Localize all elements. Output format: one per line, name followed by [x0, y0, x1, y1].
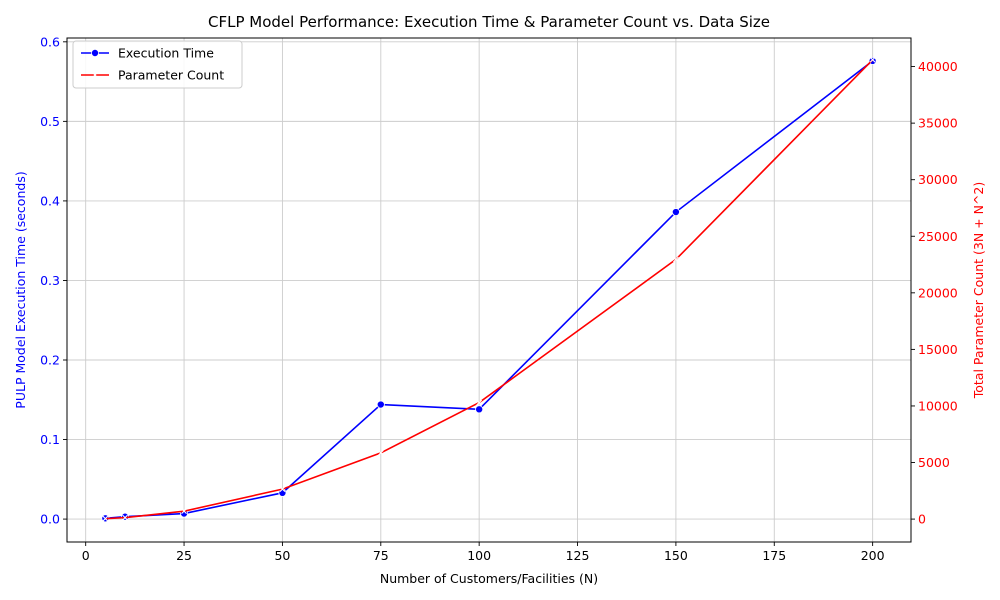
- x-tick-label: 100: [467, 548, 491, 563]
- y-right-tick-label: 35000: [918, 116, 958, 131]
- legend-marker: [91, 49, 100, 58]
- legend-label: Parameter Count: [118, 68, 224, 83]
- legend-label: Execution Time: [118, 46, 214, 61]
- data-point: [673, 256, 679, 263]
- y-left-tick-label: 0.4: [40, 193, 60, 208]
- legend-marker: [92, 72, 98, 78]
- x-axis-title: Number of Customers/Facilities (N): [380, 571, 598, 586]
- y-left-tick-label: 0.0: [40, 512, 60, 527]
- x-tick-label: 25: [176, 548, 192, 563]
- grid-lines: [67, 38, 911, 542]
- chart-title: CFLP Model Performance: Execution Time &…: [208, 13, 770, 31]
- y-left-tick-label: 0.6: [40, 34, 60, 49]
- y-right-axis-title: Total Parameter Count (3N + N^2): [971, 182, 986, 400]
- y-right-tick-label: 0: [918, 512, 926, 527]
- data-point: [181, 508, 187, 515]
- data-point: [376, 400, 385, 409]
- data-point: [476, 399, 483, 406]
- x-tick-label: 50: [274, 548, 290, 563]
- plot-frame: [66, 37, 912, 543]
- y-right-tick-label: 5000: [918, 455, 950, 470]
- data-point: [102, 515, 109, 522]
- y-right-tick-label: 10000: [918, 398, 958, 413]
- x-tick-label: 0: [82, 548, 90, 563]
- data-point: [377, 450, 384, 456]
- x-tick-label: 175: [762, 548, 786, 563]
- axes-layer: 0 25 50 75 100 125 150 175 200 0.0 0.1 0.2 0.3 0.4 0.5…: [40, 34, 958, 563]
- y-right-tick-label: 15000: [918, 342, 958, 357]
- y-left-tick-label: 0.2: [40, 353, 60, 368]
- x-tick-label: 200: [861, 548, 885, 563]
- x-tick-label: 150: [664, 548, 688, 563]
- data-point: [122, 514, 128, 521]
- data-point: [671, 208, 680, 217]
- y-right-tick-label: 40000: [918, 59, 958, 74]
- series-layer: [101, 56, 877, 523]
- data-point: [869, 56, 876, 63]
- data-point: [279, 486, 286, 492]
- y-left-tick-label: 0.3: [40, 273, 60, 288]
- x-tick-label: 125: [566, 548, 590, 563]
- y-left-tick-label: 0.5: [40, 114, 60, 129]
- y-left-tick-label: 0.1: [40, 432, 60, 447]
- y-right-tick-label: 25000: [918, 229, 958, 244]
- legend: Execution Time Parameter Count: [72, 40, 243, 89]
- legend-items: Execution Time Parameter Count: [81, 46, 224, 83]
- series-line: [105, 59, 874, 520]
- legend-box: [72, 40, 243, 89]
- y-right-tick-label: 20000: [918, 285, 958, 300]
- x-tick-label: 75: [373, 548, 389, 563]
- y-right-tick-label: 30000: [918, 172, 958, 187]
- y-left-axis-title: PULP Model Execution Time (seconds): [13, 171, 28, 408]
- data-point: [475, 405, 484, 414]
